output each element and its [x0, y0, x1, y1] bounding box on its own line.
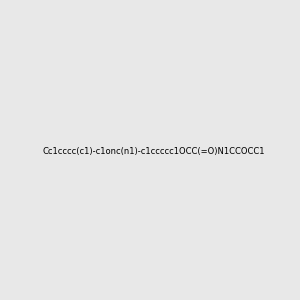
Text: Cc1cccc(c1)-c1onc(n1)-c1ccccc1OCC(=O)N1CCOCC1: Cc1cccc(c1)-c1onc(n1)-c1ccccc1OCC(=O)N1C…	[43, 147, 265, 156]
